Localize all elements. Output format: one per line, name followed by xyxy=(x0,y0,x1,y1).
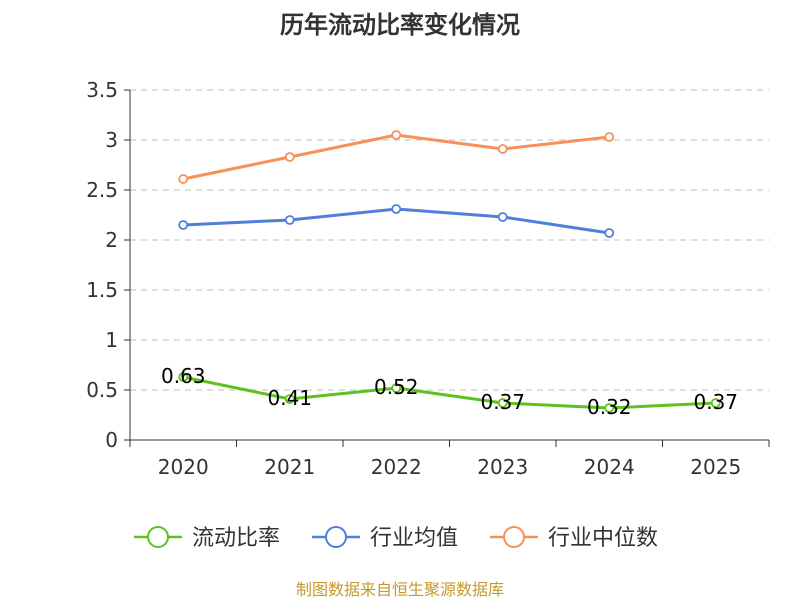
grid-lines xyxy=(130,89,769,391)
legend-item: 流动比率 xyxy=(134,526,280,551)
legend-marker xyxy=(147,526,169,548)
series-1 xyxy=(178,372,721,413)
data-point xyxy=(604,132,615,142)
x-tick-label: 2022 xyxy=(371,455,422,479)
data-point xyxy=(391,204,402,214)
axes: 0 0.5 1 1.5 2 2.5 3 3.5 2020 2021 2022 2023 2024 2025 xyxy=(86,78,770,479)
legend-label: 行业均值 xyxy=(370,526,458,551)
legend-marker xyxy=(503,526,525,548)
series-lines xyxy=(178,130,721,413)
data-point xyxy=(178,372,189,382)
series-line xyxy=(181,375,718,410)
legend-item: 行业中位数 xyxy=(490,526,658,551)
y-tick-label: 2 xyxy=(105,228,118,252)
source-note: 制图数据来自恒生聚源数据库 xyxy=(296,580,504,599)
legend-item: 行业均值 xyxy=(312,526,458,551)
y-tick-label: 3.5 xyxy=(86,78,118,102)
data-point xyxy=(391,383,402,393)
data-point xyxy=(178,220,189,230)
y-tick-label: 0.5 xyxy=(86,378,118,402)
data-label: 0.52 xyxy=(374,375,419,399)
data-point xyxy=(497,212,508,222)
series-line xyxy=(181,133,611,181)
series-3 xyxy=(178,130,615,184)
x-tick-label: 2021 xyxy=(264,455,315,479)
y-tick-label: 3 xyxy=(105,128,118,152)
data-point xyxy=(497,398,508,408)
legend-marker xyxy=(325,526,347,548)
data-point xyxy=(710,398,721,408)
y-tick-label: 1 xyxy=(105,328,118,352)
data-label: 0.63 xyxy=(161,364,206,388)
y-tick-label: 2.5 xyxy=(86,178,118,202)
y-tick-label: 0 xyxy=(105,428,118,452)
data-label: 0.41 xyxy=(267,386,312,410)
data-point xyxy=(604,403,615,413)
data-point xyxy=(284,215,295,225)
legend-label: 流动比率 xyxy=(192,526,280,551)
x-tick-label: 2025 xyxy=(690,455,741,479)
y-tick-label: 1.5 xyxy=(86,278,118,302)
chart-title: 历年流动比率变化情况 xyxy=(280,11,520,39)
x-tick-label: 2023 xyxy=(477,455,528,479)
data-label: 0.37 xyxy=(480,390,525,414)
data-label: 0.32 xyxy=(587,395,632,419)
x-tick-label: 2020 xyxy=(158,455,209,479)
data-point xyxy=(284,152,295,162)
data-point xyxy=(497,144,508,154)
data-labels: 0.63 0.41 0.52 0.37 0.32 0.37 xyxy=(161,364,738,419)
data-point xyxy=(178,174,189,184)
data-label: 0.37 xyxy=(693,390,738,414)
data-point xyxy=(391,130,402,140)
data-point xyxy=(284,394,295,404)
legend-label: 行业中位数 xyxy=(548,526,658,551)
x-tick-label: 2024 xyxy=(584,455,635,479)
legend: 流动比率 行业均值 行业中位数 xyxy=(134,526,658,551)
series-2 xyxy=(178,204,615,238)
data-point xyxy=(604,228,615,238)
